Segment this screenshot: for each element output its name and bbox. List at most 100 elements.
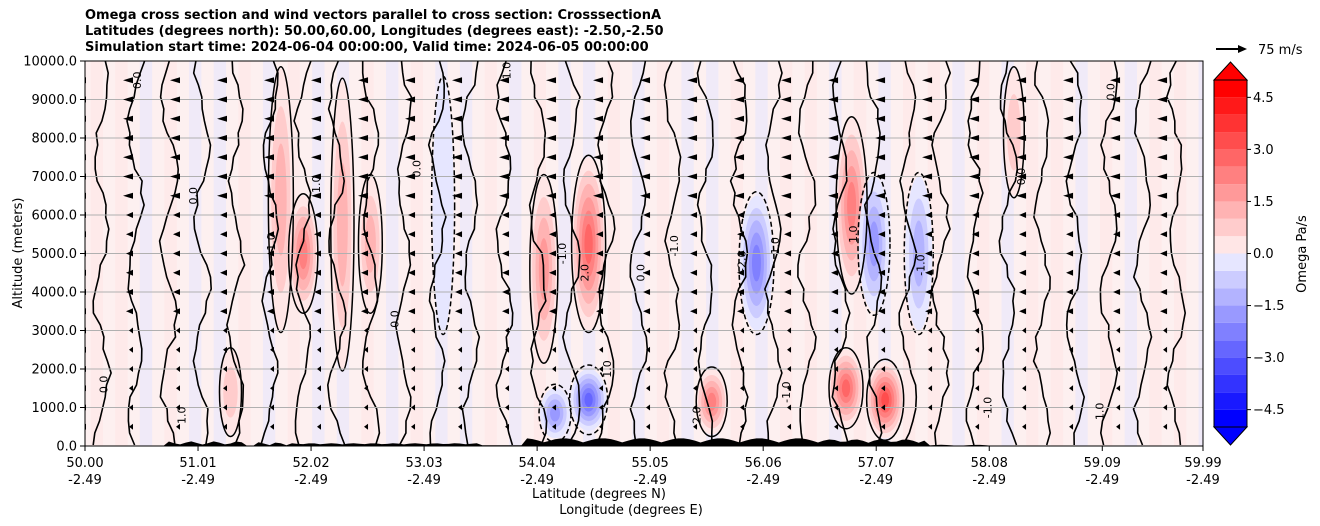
colorbar-segment (1214, 340, 1247, 358)
colorbar-segment (1214, 409, 1247, 427)
wind-vector (925, 289, 933, 295)
wind-vector (1019, 231, 1027, 238)
wind-vector (599, 385, 604, 392)
wind-vector (549, 212, 557, 218)
colorbar-segment (1214, 253, 1247, 271)
wind-vector (170, 135, 181, 141)
wind-vector (928, 366, 933, 372)
wind-vector (693, 385, 698, 392)
contour-label: -1.0 (556, 243, 569, 264)
wind-vector (220, 289, 228, 295)
wind-vector (787, 327, 792, 334)
colorbar-tick-label: 1.5 (1253, 195, 1274, 210)
wind-vector (784, 250, 792, 257)
wind-vector (408, 231, 416, 238)
wind-vector (1163, 404, 1168, 411)
wind-vector (640, 173, 651, 180)
wind-vector (875, 115, 886, 122)
wind-vector (499, 154, 510, 161)
wind-vector (270, 346, 275, 353)
contour-label: 2.0 (691, 406, 704, 424)
contour-label: 0.0 (97, 376, 110, 394)
wind-vector (270, 385, 275, 392)
wind-vector (1116, 327, 1121, 334)
wind-vector (455, 269, 463, 276)
wind-vector (499, 77, 510, 84)
wind-vector (781, 135, 792, 141)
x-tick-label-lon: -2.49 (1186, 473, 1220, 488)
wind-vector (875, 154, 886, 161)
wind-vector (1113, 269, 1121, 276)
wind-vector (546, 135, 557, 141)
y-tick-label: 3000.0 (32, 324, 78, 339)
wind-vector (129, 327, 134, 334)
x-axis-label-lat: Latitude (degrees N) (532, 487, 666, 502)
wind-vector (311, 96, 322, 103)
wind-vector (593, 192, 604, 199)
wind-vector (740, 327, 745, 334)
wind-vector (640, 115, 651, 122)
wind-vector (1110, 115, 1121, 122)
wind-vector (123, 96, 134, 103)
contour-label: -1.0 (914, 254, 927, 275)
wind-vector (1157, 96, 1168, 103)
wind-vector (875, 77, 886, 84)
wind-vector (502, 231, 510, 238)
wind-vector (1066, 250, 1074, 257)
wind-vector (969, 173, 980, 180)
wind-vector (1163, 366, 1168, 372)
wind-vector (223, 404, 228, 411)
x-tick-label-lat: 50.00 (66, 456, 103, 471)
wind-vector (1113, 231, 1121, 238)
wind-vector (129, 385, 134, 392)
wind-vector (549, 250, 557, 257)
wind-vector (1022, 366, 1027, 372)
omega-cell (432, 80, 454, 331)
wind-vector (787, 385, 792, 392)
wind-vector (267, 308, 275, 315)
wind-vector (831, 308, 839, 315)
wind-vector (1160, 231, 1168, 238)
wind-vector (643, 250, 651, 257)
wind-vector (408, 269, 416, 276)
omega-cell (584, 223, 593, 264)
wind-vector (922, 173, 933, 180)
wind-vector (1110, 192, 1121, 199)
wind-vector (1157, 77, 1168, 84)
wind-vector (781, 173, 792, 180)
colorbar-segment (1214, 236, 1247, 254)
wind-vector (1157, 154, 1168, 161)
wind-vector (640, 192, 651, 199)
wind-vector (311, 77, 322, 84)
colorbar-segment (1214, 114, 1247, 133)
wind-vector (690, 231, 698, 238)
terrain (85, 438, 1203, 446)
wind-vector (364, 404, 369, 411)
wind-vector (781, 77, 792, 84)
contour-positive (330, 77, 355, 372)
wind-vector (176, 366, 181, 372)
omega-cell (223, 366, 238, 418)
wind-vector (173, 250, 181, 257)
wind-vector (176, 423, 181, 430)
contour-negative (738, 191, 775, 336)
wind-vector (737, 269, 745, 276)
wind-vector (881, 327, 886, 334)
x-tick-label-lat: 57.07 (858, 456, 895, 471)
wind-vector (1022, 327, 1027, 334)
colorbar-segment (1214, 166, 1247, 185)
colorbar-segment (1214, 270, 1247, 289)
wind-vector (408, 289, 416, 295)
wind-vector (311, 173, 322, 180)
wind-vector (1069, 423, 1074, 430)
wind-vector (267, 289, 275, 295)
wind-vector (405, 96, 416, 103)
wind-vector (499, 96, 510, 103)
wind-vector (170, 192, 181, 199)
wind-vector (411, 366, 416, 372)
wind-vector (737, 308, 745, 315)
wind-vector (1019, 250, 1027, 257)
wind-vector (1163, 423, 1168, 430)
wind-vector (546, 96, 557, 103)
wind-vector (126, 231, 134, 238)
